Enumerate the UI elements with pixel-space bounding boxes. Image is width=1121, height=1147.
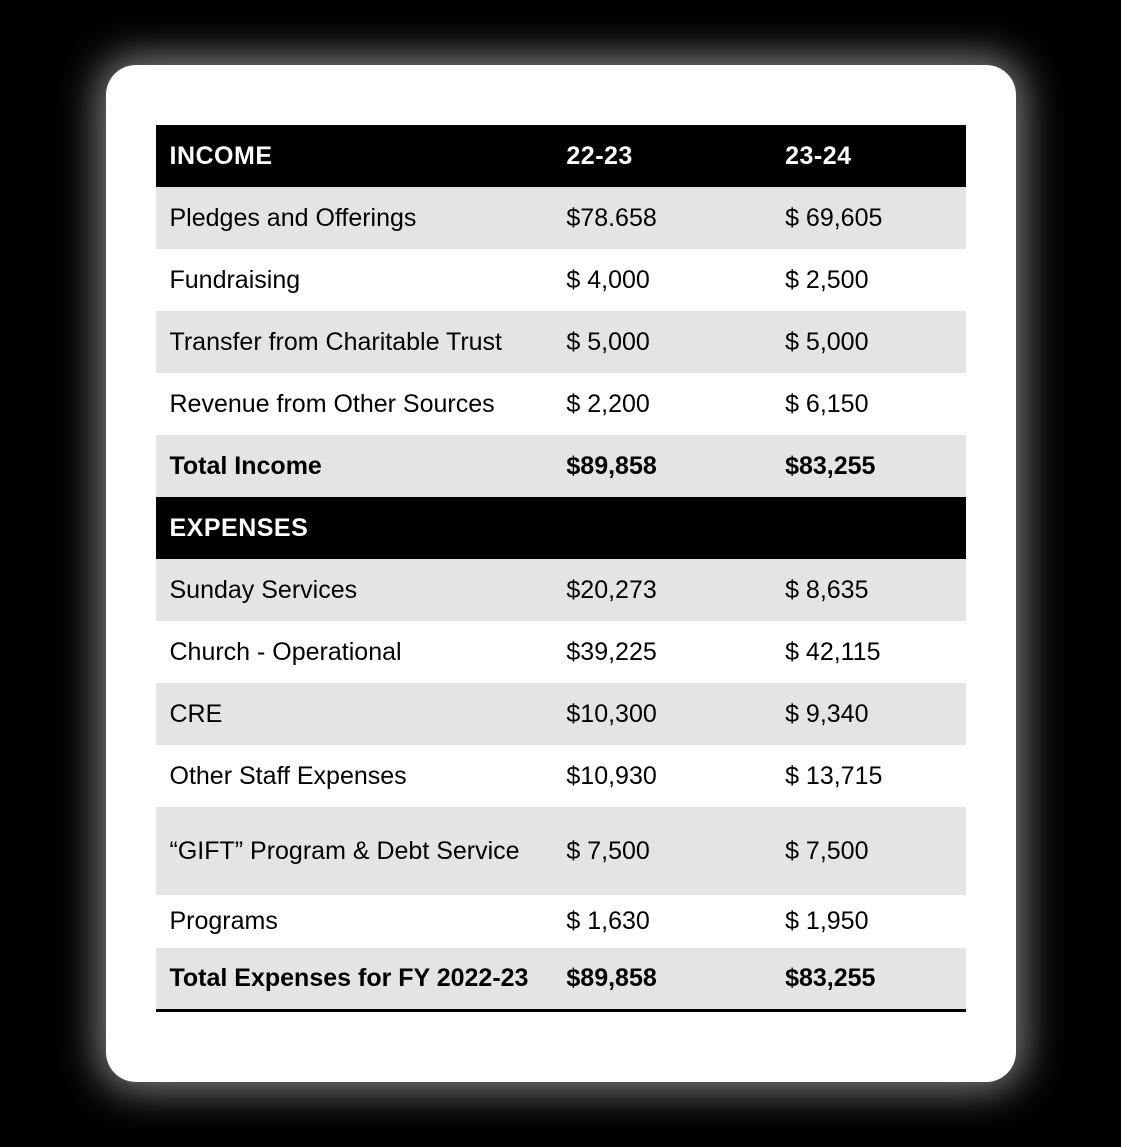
expense-row-a: $ 1,630	[552, 895, 771, 948]
income-row-a: $78.658	[552, 187, 771, 249]
income-row-a: $ 4,000	[552, 249, 771, 311]
expenses-total-label: Total Expenses for FY 2022-23	[156, 948, 553, 1010]
income-row: Pledges and Offerings$78.658$ 69,605	[156, 187, 966, 249]
expense-row-b: $ 8,635	[771, 559, 965, 621]
income-row-label: Fundraising	[156, 249, 553, 311]
income-total-a: $89,858	[552, 435, 771, 497]
income-row-b: $ 5,000	[771, 311, 965, 373]
income-row-b: $ 69,605	[771, 187, 965, 249]
expenses-total-b: $83,255	[771, 948, 965, 1010]
expense-row: Other Staff Expenses$10,930$ 13,715	[156, 745, 966, 807]
expense-row-a: $ 7,500	[552, 807, 771, 895]
income-row-a: $ 2,200	[552, 373, 771, 435]
income-total-b: $83,255	[771, 435, 965, 497]
expense-row-label: Programs	[156, 895, 553, 948]
expenses-header-b	[771, 497, 965, 559]
expense-row-b: $ 42,115	[771, 621, 965, 683]
column-header-a: 22-23	[552, 125, 771, 187]
expenses-header-row: EXPENSES	[156, 497, 966, 559]
expense-row-b: $ 1,950	[771, 895, 965, 948]
income-row: Revenue from Other Sources$ 2,200$ 6,150	[156, 373, 966, 435]
expense-row-label: “GIFT” Program & Debt Service	[156, 807, 553, 895]
expenses-total-row: Total Expenses for FY 2022-23$89,858$83,…	[156, 948, 966, 1010]
income-row-label: Revenue from Other Sources	[156, 373, 553, 435]
expense-row-label: Sunday Services	[156, 559, 553, 621]
income-row: Transfer from Charitable Trust$ 5,000$ 5…	[156, 311, 966, 373]
budget-card: INCOME22-2323-24Pledges and Offerings$78…	[106, 65, 1016, 1082]
income-total-label: Total Income	[156, 435, 553, 497]
expense-row: Sunday Services$20,273$ 8,635	[156, 559, 966, 621]
income-header-label: INCOME	[156, 125, 553, 187]
expense-row: Church - Operational$39,225$ 42,115	[156, 621, 966, 683]
expense-row: CRE$10,300$ 9,340	[156, 683, 966, 745]
income-row-label: Transfer from Charitable Trust	[156, 311, 553, 373]
expenses-total-a: $89,858	[552, 948, 771, 1010]
expense-row-label: Other Staff Expenses	[156, 745, 553, 807]
income-row-label: Pledges and Offerings	[156, 187, 553, 249]
expense-row-a: $10,300	[552, 683, 771, 745]
income-row-b: $ 2,500	[771, 249, 965, 311]
expense-row-label: Church - Operational	[156, 621, 553, 683]
income-total-row: Total Income$89,858$83,255	[156, 435, 966, 497]
expense-row-a: $20,273	[552, 559, 771, 621]
expense-row-b: $ 13,715	[771, 745, 965, 807]
expense-row-label: CRE	[156, 683, 553, 745]
income-row: Fundraising$ 4,000$ 2,500	[156, 249, 966, 311]
expense-row: Programs$ 1,630$ 1,950	[156, 895, 966, 948]
expense-row-b: $ 9,340	[771, 683, 965, 745]
income-row-b: $ 6,150	[771, 373, 965, 435]
budget-table: INCOME22-2323-24Pledges and Offerings$78…	[156, 125, 966, 1012]
expense-row: “GIFT” Program & Debt Service$ 7,500$ 7,…	[156, 807, 966, 895]
income-header-row: INCOME22-2323-24	[156, 125, 966, 187]
expense-row-a: $10,930	[552, 745, 771, 807]
expense-row-a: $39,225	[552, 621, 771, 683]
expenses-header-a	[552, 497, 771, 559]
column-header-b: 23-24	[771, 125, 965, 187]
income-row-a: $ 5,000	[552, 311, 771, 373]
expense-row-b: $ 7,500	[771, 807, 965, 895]
expenses-header-label: EXPENSES	[156, 497, 553, 559]
